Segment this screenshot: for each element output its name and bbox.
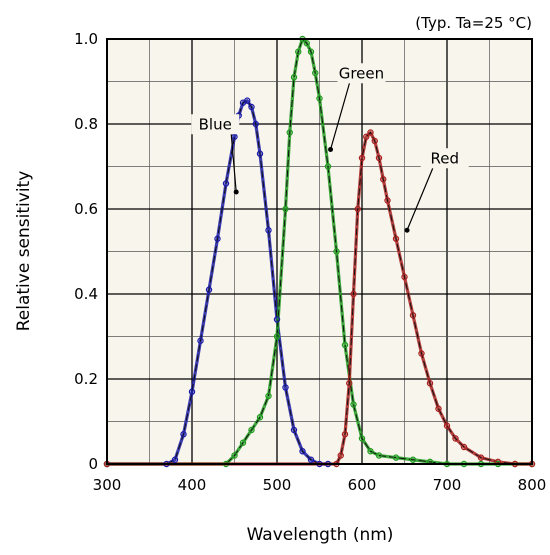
data-point xyxy=(286,129,293,136)
data-point xyxy=(307,48,315,55)
data-point xyxy=(290,426,298,434)
condition-note: (Typ. Ta=25 °C) xyxy=(415,14,532,32)
data-point xyxy=(316,95,323,102)
data-point xyxy=(477,454,485,461)
data-point xyxy=(460,443,468,451)
leader-dot xyxy=(233,189,239,195)
data-point xyxy=(443,422,451,429)
x-tick-label: 800 xyxy=(518,476,547,494)
data-point xyxy=(341,431,349,438)
data-point xyxy=(384,197,391,204)
data-point xyxy=(214,235,221,242)
y-tick-label: 0.6 xyxy=(74,200,98,218)
data-point xyxy=(392,454,400,461)
y-tick-label: 1.0 xyxy=(74,30,98,48)
data-point xyxy=(354,205,361,213)
data-point xyxy=(248,426,255,434)
data-point xyxy=(248,103,255,111)
leader-line xyxy=(329,83,351,150)
data-point xyxy=(367,129,374,136)
series-label: Blue xyxy=(199,115,232,133)
y-tick-label: 0.4 xyxy=(74,285,98,303)
data-point xyxy=(363,133,370,140)
tick-labels: 300 400 500 600 700 800 0 0.2 0.4 0.6 0.8 1.0 xyxy=(74,30,546,494)
data-point xyxy=(380,176,387,183)
leader-line xyxy=(406,168,434,231)
label-background xyxy=(420,148,469,169)
data-point xyxy=(312,69,319,77)
grid-lines xyxy=(107,39,532,464)
data-point xyxy=(307,456,315,463)
series-label: Red xyxy=(431,149,460,167)
y-tick-label: 0.2 xyxy=(74,370,98,388)
data-point xyxy=(290,74,298,81)
y-tick-label: 0.8 xyxy=(74,115,98,133)
label-background xyxy=(337,63,386,84)
data-point xyxy=(180,431,187,438)
x-tick-label: 500 xyxy=(263,476,292,494)
series-annotations: Blue Green Red xyxy=(191,63,469,233)
plot-frame xyxy=(106,38,533,465)
data-point xyxy=(409,312,417,319)
data-point xyxy=(375,154,383,162)
data-point xyxy=(350,290,357,298)
y-axis-title: Relative sensitivity xyxy=(14,171,34,332)
x-tick-label: 700 xyxy=(433,476,462,494)
x-tick-label: 300 xyxy=(93,476,122,494)
data-point xyxy=(367,448,374,455)
data-point xyxy=(341,341,349,349)
data-point xyxy=(303,40,310,47)
series-core-line xyxy=(107,132,532,465)
data-point xyxy=(265,392,272,400)
data-point xyxy=(231,452,238,459)
data-point xyxy=(171,456,179,463)
data-point xyxy=(401,273,408,281)
label-background xyxy=(191,114,240,135)
data-point xyxy=(358,435,366,442)
data-point xyxy=(244,97,251,104)
data-point xyxy=(273,333,281,340)
data-point xyxy=(418,350,425,357)
data-point xyxy=(333,248,340,255)
data-point xyxy=(282,205,289,213)
data-point xyxy=(452,435,459,442)
series-label: Green xyxy=(339,64,384,82)
data-point xyxy=(197,337,204,344)
x-tick-label: 400 xyxy=(178,476,207,494)
data-point xyxy=(371,137,378,145)
data-point xyxy=(435,405,442,412)
data-point xyxy=(239,439,247,446)
data-point xyxy=(282,384,289,391)
data-point xyxy=(375,452,383,459)
data-point xyxy=(265,227,272,234)
data-point xyxy=(324,163,332,170)
data-point xyxy=(188,388,196,395)
data-point xyxy=(392,235,400,242)
data-point xyxy=(205,286,213,293)
data-point xyxy=(222,180,230,187)
data-point xyxy=(295,48,302,55)
data-point xyxy=(346,380,353,387)
y-tick-label: 0 xyxy=(88,455,98,473)
data-point xyxy=(273,316,281,323)
leader-dot xyxy=(404,227,410,233)
data-point xyxy=(350,401,357,408)
data-point xyxy=(337,452,344,459)
data-point xyxy=(409,456,417,463)
leader-line xyxy=(230,134,237,193)
data-point xyxy=(299,448,306,455)
data-point xyxy=(358,154,366,162)
x-axis-title: Wavelength (nm) xyxy=(247,525,394,545)
data-point xyxy=(426,380,434,387)
data-point xyxy=(252,120,259,128)
data-point xyxy=(256,414,264,421)
leader-dot xyxy=(328,147,334,152)
x-tick-label: 600 xyxy=(348,476,377,494)
data-point xyxy=(256,150,264,157)
